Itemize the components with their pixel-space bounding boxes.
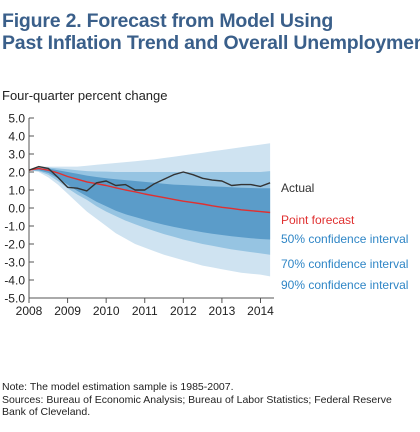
- y-tick-label: -4.0: [4, 274, 25, 288]
- chart-title-line-2: Past Inflation Trend and Overall Unemplo…: [2, 32, 420, 54]
- x-tick-label: 2011: [132, 304, 158, 318]
- note-line-3: Bank of Cleveland.: [2, 406, 91, 418]
- annotation-actual: Actual: [281, 181, 314, 195]
- x-tick-label: 2013: [209, 304, 236, 318]
- annotation-70-confidence-interval: 70% confidence interval: [281, 257, 408, 271]
- forecast-chart: 5.04.03.02.01.00.0-1.0-2.0-3.0-4.0-5.020…: [4, 112, 408, 319]
- series-line-point-forecast: [28, 167, 271, 214]
- y-tick-label: 4.0: [8, 130, 25, 144]
- annotation-point-forecast: Point forecast: [281, 213, 355, 227]
- y-axis-unit-label: Four-quarter percent change: [2, 88, 168, 103]
- y-tick-label: 3.0: [8, 148, 25, 162]
- y-tick-label: -3.0: [4, 256, 25, 270]
- x-tick-label: 2014: [247, 304, 274, 318]
- chart-title-line-1: Figure 2. Forecast from Model Using: [2, 10, 334, 32]
- y-tick-label: 0.0: [8, 202, 25, 216]
- note-line-1: Note: The model estimation sample is 198…: [2, 381, 234, 393]
- chart-notes: Note: The model estimation sample is 198…: [2, 381, 392, 419]
- y-tick-label: 5.0: [8, 112, 25, 126]
- series-line-actual: [28, 165, 271, 192]
- y-tick-label: -5.0: [4, 292, 25, 306]
- y-tick-label: 1.0: [8, 184, 25, 198]
- y-tick-label: -1.0: [4, 220, 25, 234]
- x-tick-label: 2010: [93, 304, 120, 318]
- y-tick-label: 2.0: [8, 166, 25, 180]
- note-line-2: Sources: Bureau of Economic Analysis; Bu…: [2, 393, 392, 406]
- y-tick-label: -2.0: [4, 238, 25, 252]
- confidence-band-50: [29, 168, 271, 240]
- x-tick-label: 2012: [170, 304, 197, 318]
- annotation-90-confidence-interval: 90% confidence interval: [281, 278, 408, 292]
- x-tick-label: 2009: [54, 304, 81, 318]
- chart-title: Figure 2. Forecast from Model Using Past…: [2, 10, 420, 54]
- x-tick-label: 2008: [16, 304, 43, 318]
- annotation-50-confidence-interval: 50% confidence interval: [281, 232, 408, 246]
